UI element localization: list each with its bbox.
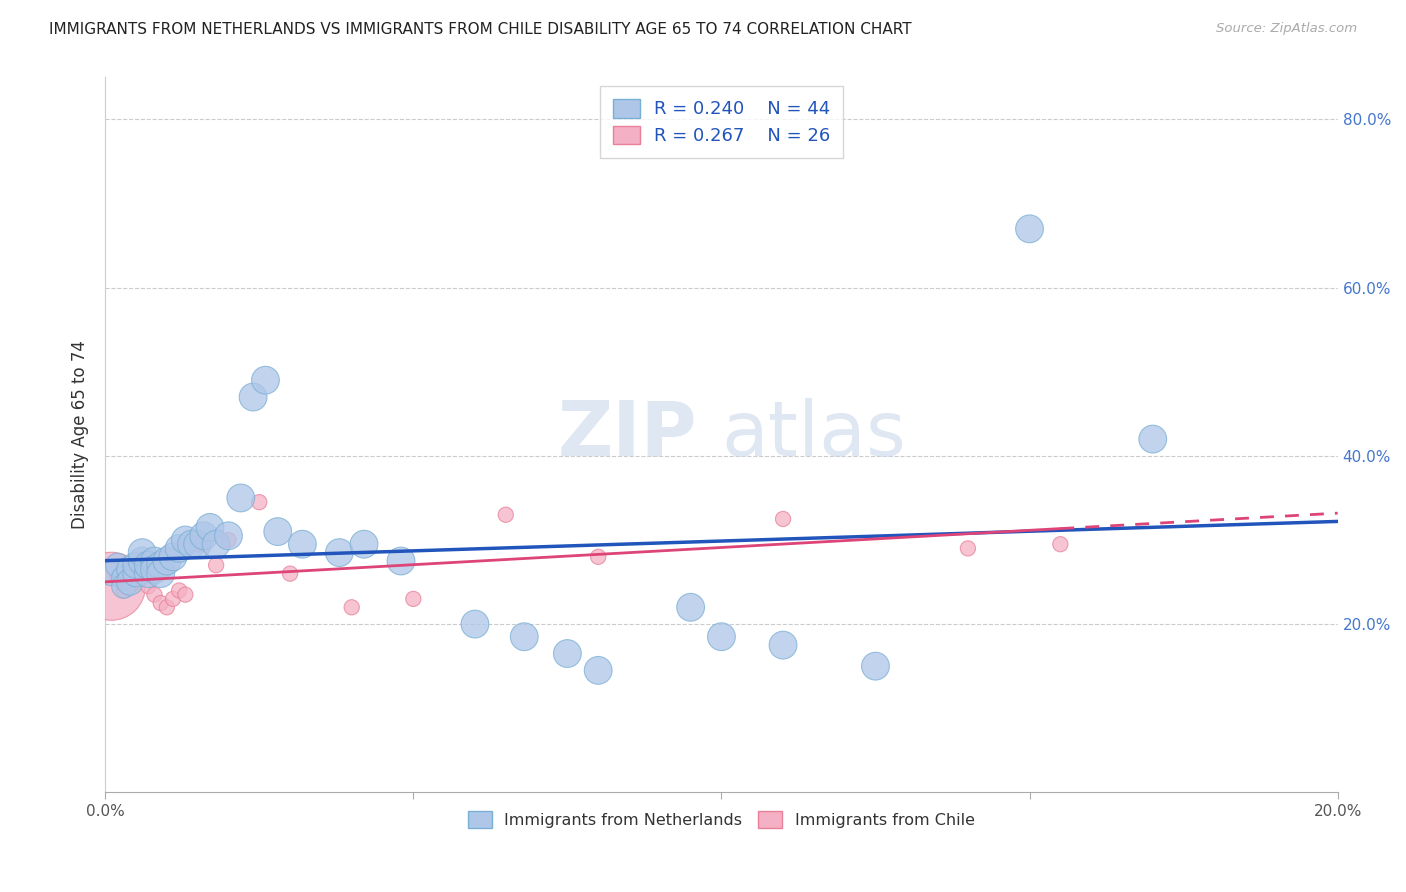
Point [254, 373, 277, 387]
Point [205, 537, 228, 551]
Point [125, 566, 148, 581]
Point [138, 579, 160, 593]
Point [1018, 222, 1040, 236]
Point [100, 566, 122, 581]
Point [131, 571, 153, 585]
Point [193, 537, 215, 551]
Point [156, 554, 179, 568]
Point [149, 596, 172, 610]
Point [710, 630, 733, 644]
Point [513, 630, 536, 644]
Point [1049, 537, 1071, 551]
Point [353, 537, 375, 551]
Point [772, 638, 794, 652]
Point [679, 600, 702, 615]
Point [131, 554, 153, 568]
Text: IMMIGRANTS FROM NETHERLANDS VS IMMIGRANTS FROM CHILE DISABILITY AGE 65 TO 74 COR: IMMIGRANTS FROM NETHERLANDS VS IMMIGRANT… [49, 22, 912, 37]
Point [187, 537, 209, 551]
Point [217, 529, 239, 543]
Point [389, 554, 412, 568]
Point [107, 558, 129, 573]
Point [242, 390, 264, 404]
Point [340, 600, 363, 615]
Point [107, 571, 129, 585]
Point [167, 541, 190, 556]
Point [586, 664, 609, 678]
Point [156, 600, 179, 615]
Point [956, 541, 979, 556]
Legend: Immigrants from Netherlands, Immigrants from Chile: Immigrants from Netherlands, Immigrants … [461, 805, 981, 834]
Point [118, 579, 141, 593]
Text: atlas: atlas [721, 398, 907, 472]
Text: ZIP: ZIP [557, 398, 697, 472]
Point [162, 549, 184, 564]
Point [291, 537, 314, 551]
Point [495, 508, 517, 522]
Point [143, 588, 166, 602]
Point [167, 583, 190, 598]
Point [131, 546, 153, 560]
Point [772, 512, 794, 526]
Point [143, 562, 166, 576]
Point [198, 520, 221, 534]
Point [278, 566, 301, 581]
Point [187, 537, 209, 551]
Point [118, 575, 141, 590]
Point [464, 617, 486, 632]
Point [229, 491, 252, 505]
Point [118, 562, 141, 576]
Point [193, 529, 215, 543]
Point [138, 558, 160, 573]
Point [402, 591, 425, 606]
Point [1142, 432, 1164, 446]
Point [180, 537, 202, 551]
Point [174, 533, 197, 547]
Point [328, 546, 350, 560]
Point [247, 495, 270, 509]
Point [205, 558, 228, 573]
Point [138, 566, 160, 581]
Point [267, 524, 290, 539]
Point [557, 647, 579, 661]
Point [112, 579, 135, 593]
Point [586, 549, 609, 564]
Point [162, 591, 184, 606]
Point [143, 554, 166, 568]
Point [112, 571, 135, 585]
Point [112, 583, 135, 598]
Point [174, 588, 197, 602]
Point [149, 558, 172, 573]
Point [100, 579, 122, 593]
Point [217, 533, 239, 547]
Point [125, 575, 148, 590]
Text: Source: ZipAtlas.com: Source: ZipAtlas.com [1216, 22, 1357, 36]
Point [149, 566, 172, 581]
Point [125, 558, 148, 573]
Y-axis label: Disability Age 65 to 74: Disability Age 65 to 74 [72, 341, 89, 529]
Point [865, 659, 887, 673]
